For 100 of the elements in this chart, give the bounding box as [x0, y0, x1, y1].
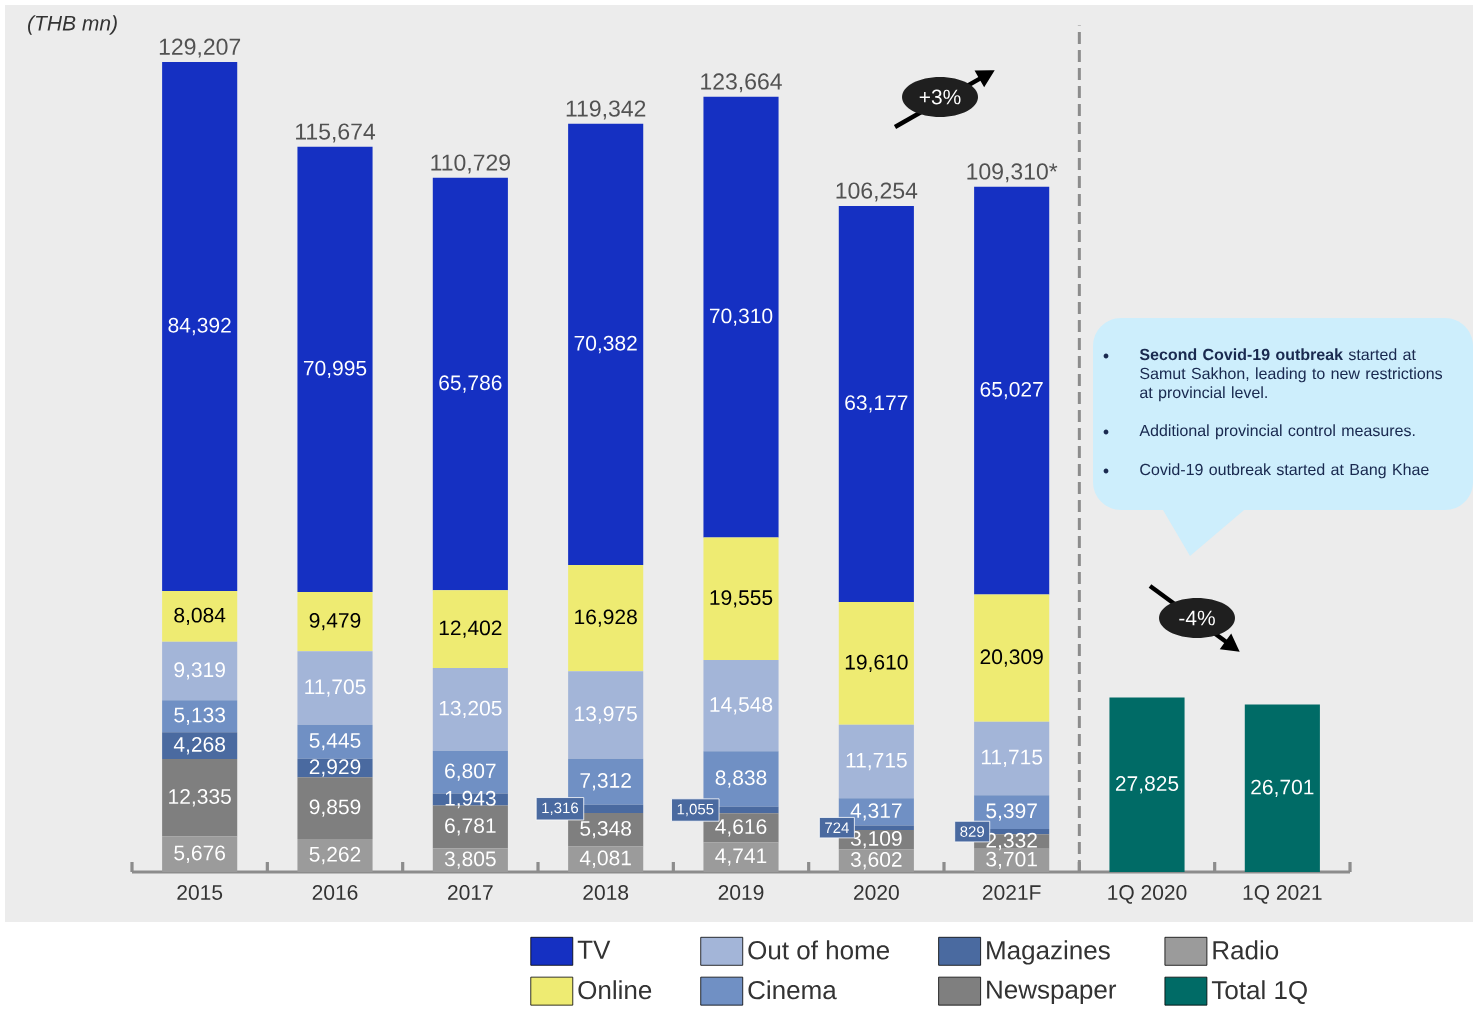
bar: [974, 594, 1050, 722]
bar: [297, 724, 373, 759]
data-label: 8,084: [174, 607, 226, 626]
data-label: 4,268: [173, 737, 226, 755]
data-label: 5,445: [309, 733, 361, 751]
x-tick-label: 2016: [312, 885, 358, 900]
annotation: +3%: [919, 89, 961, 105]
data-label: 70,995: [303, 360, 367, 379]
y-axis-title: (THB mn): [28, 15, 117, 35]
data-label: 19,555: [710, 590, 773, 608]
data-label: 4,741: [715, 848, 767, 866]
data-label: 13,205: [439, 700, 502, 719]
data-label: 70,310: [709, 308, 773, 326]
legend-label: Cinema: [748, 980, 837, 1000]
data-label: 2,929: [309, 759, 361, 777]
data-label: 3,805: [444, 851, 496, 869]
data-label: 14,548: [710, 697, 773, 715]
data-label: 1,316: [542, 802, 579, 815]
data-label: 4,616: [715, 819, 767, 837]
data-label: 3,109: [850, 831, 902, 849]
bar: [297, 651, 373, 725]
bar: [974, 721, 1050, 796]
data-label: 3,602: [850, 852, 902, 870]
total-label: 129,207: [159, 38, 241, 58]
bar: [974, 186, 1050, 595]
bar: [568, 123, 644, 566]
total-label: 106,254: [836, 182, 918, 202]
data-label: 11,715: [846, 753, 907, 771]
data-label: 5,133: [174, 707, 226, 725]
data-label: 27,825: [1115, 776, 1179, 794]
bar: [703, 537, 779, 661]
data-label: 11,705: [305, 679, 366, 697]
bar: [838, 601, 914, 725]
data-label: 724: [825, 822, 849, 833]
data-label: 65,027: [980, 381, 1043, 400]
bar: [162, 836, 238, 872]
total-label: 119,342: [566, 100, 646, 120]
bar: [162, 641, 238, 701]
bar: [162, 759, 238, 837]
legend-label: Newspaper: [987, 980, 1117, 1004]
bar: [162, 61, 238, 592]
data-label: 11,715: [981, 749, 1043, 767]
annotation: Second Covid-19 outbreak started at Samut Sakhon, leading to new restrictions at provincial level.: [1139, 348, 1443, 402]
bar: [838, 205, 914, 602]
total-label: 109,310*: [967, 163, 1058, 183]
x-tick-label: 1Q 2020: [1108, 885, 1187, 904]
data-label: 3,701: [986, 851, 1037, 870]
x-tick-label: 2015: [177, 885, 223, 900]
data-label: 5,262: [309, 846, 361, 865]
data-label: 12,402: [439, 620, 502, 638]
x-tick-label: 2021F: [982, 885, 1041, 900]
data-label: 5,676: [174, 845, 226, 863]
bar: [162, 700, 238, 733]
bar: [162, 591, 238, 642]
total-label: 123,664: [701, 73, 782, 93]
data-label: 7,312: [580, 773, 631, 791]
data-label: 4,317: [850, 803, 902, 821]
bar: [703, 96, 779, 538]
bar: [838, 724, 914, 799]
data-label: 9,859: [309, 799, 361, 817]
data-label: 9,319: [174, 662, 225, 680]
bar: [703, 842, 779, 872]
bar: [1244, 704, 1320, 872]
bar: [703, 660, 779, 752]
data-label: 829: [960, 826, 984, 837]
x-tick-label: 2018: [583, 885, 629, 900]
data-label: 20,309: [980, 649, 1043, 667]
annotation: Covid-19 outbreak started at Bang Khae: [1140, 463, 1429, 479]
data-label: 9,479: [309, 612, 361, 631]
bar: [432, 590, 508, 668]
bar: [432, 667, 508, 751]
bar: [432, 177, 508, 591]
data-label: 4,081: [579, 850, 631, 868]
annotation: -4%: [1179, 610, 1215, 626]
legend-label: TV: [577, 940, 611, 959]
x-tick-label: 2019: [718, 885, 764, 900]
legend-label: Radio: [1213, 940, 1279, 960]
data-label: 5,397: [986, 803, 1037, 821]
data-label: 1,943: [445, 790, 496, 809]
x-tick-label: 1Q 2021: [1243, 885, 1322, 904]
bar: [1109, 697, 1185, 872]
data-label: 12,335: [169, 789, 231, 807]
annotation: Additional provincial control measures.: [1139, 424, 1415, 440]
data-label: 19,610: [845, 654, 908, 673]
data-label: 8,838: [715, 770, 767, 788]
x-tick-label: 2020: [854, 885, 899, 900]
data-label: 63,177: [845, 395, 908, 413]
bar: [297, 839, 373, 872]
data-label: 13,975: [575, 706, 637, 724]
legend-label: Out of home: [748, 940, 890, 960]
data-label: 84,392: [168, 317, 231, 336]
bar: [568, 565, 644, 672]
total-label: 115,674: [296, 123, 376, 143]
bar: [297, 146, 373, 592]
legend-label: Total 1Q: [1211, 980, 1307, 1004]
legend-label: Magazines: [987, 940, 1110, 965]
total-label: 110,729: [431, 154, 510, 174]
bar: [568, 671, 644, 759]
bar: [568, 846, 644, 872]
legend-label: Online: [578, 980, 652, 1000]
